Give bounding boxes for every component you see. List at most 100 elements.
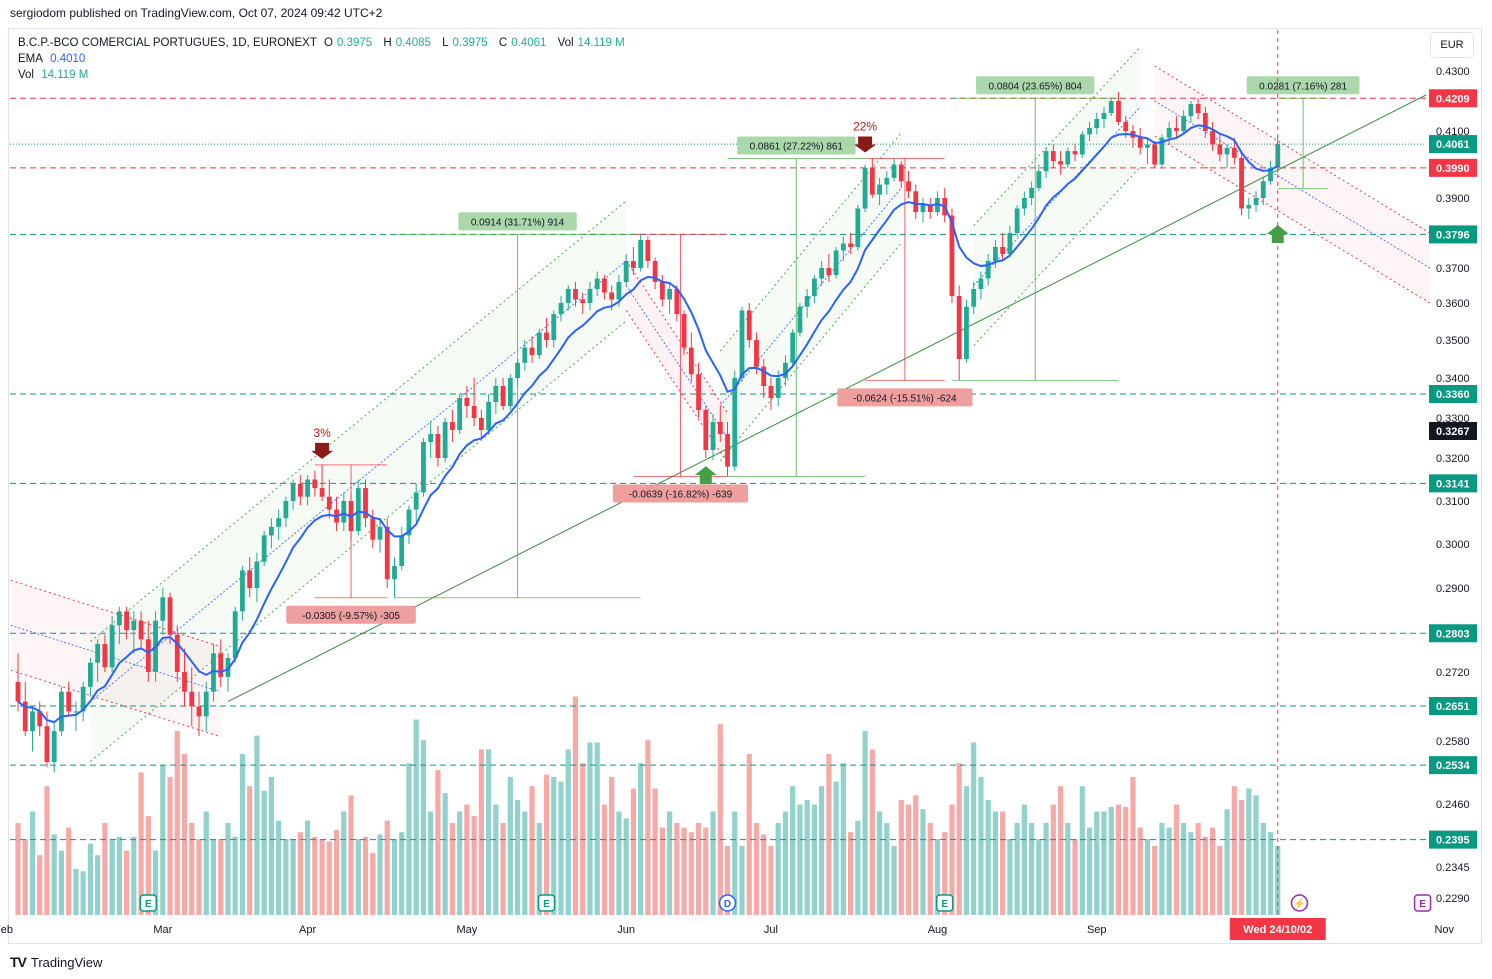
volume-bar <box>370 852 376 915</box>
candle-body <box>833 250 839 275</box>
volume-bar <box>1086 827 1093 915</box>
price-tick-label: 0.2460 <box>1436 799 1470 811</box>
price-level-label-text: 0.2395 <box>1436 835 1470 847</box>
time-axis: Feb Mar Apr May Jun Jul Aug Sep Nov <box>0 924 1455 936</box>
candle-body <box>804 296 810 307</box>
uptrend-channel-1-lower <box>90 320 627 762</box>
price-level-label: 0.2651 <box>1429 697 1477 716</box>
candle-body <box>442 422 448 458</box>
volume-bar <box>732 811 738 915</box>
price-level-label: 0.2803 <box>1429 624 1477 643</box>
volume-bar <box>782 811 789 915</box>
volume-bar <box>254 735 260 915</box>
candle-body <box>1065 151 1071 165</box>
volume-bar <box>949 804 955 915</box>
volume-bar <box>464 804 470 915</box>
candle-body <box>667 289 672 300</box>
volume-bar <box>775 823 781 915</box>
chart[interactable]: -0.0305 (-9.57%) -305 0.0914 (31.71%) 914… <box>0 0 1492 945</box>
candle-body <box>247 570 253 588</box>
candle-body <box>862 167 868 209</box>
volume-bar <box>710 811 716 915</box>
close-value: 0.4061 <box>511 37 547 49</box>
candle-body <box>1000 247 1006 254</box>
candle-body <box>544 332 549 340</box>
volume-bar <box>761 834 767 915</box>
candle-body <box>1188 104 1194 116</box>
uptrend-channel-3-lower <box>973 166 1141 346</box>
volume-bar <box>478 749 484 915</box>
candle-body <box>536 332 542 356</box>
event-badge: E <box>139 894 158 912</box>
volume-bar <box>1195 823 1201 915</box>
volume-bar <box>319 839 325 915</box>
volume-bar <box>51 834 57 915</box>
candle-body <box>855 208 861 247</box>
volume-bar <box>1050 804 1056 915</box>
vol-indicator-label[interactable]: Vol <box>18 69 34 81</box>
downtrend-channel-2-upper <box>625 260 728 414</box>
price-level-label-text: 0.2651 <box>1436 701 1470 713</box>
candle-body <box>377 526 383 540</box>
measure-label-bg <box>737 136 856 155</box>
measure-label: -0.0305 (-9.57%) -305 <box>302 611 400 622</box>
price-level-label-bg <box>1429 158 1477 177</box>
candle-body <box>30 711 35 732</box>
downtrend-channel-1-upper <box>10 579 221 648</box>
volume-bar <box>507 777 513 915</box>
volume-bar <box>102 823 108 915</box>
volume-bar <box>667 811 673 915</box>
measurement-tool: 0.0914 (31.71%) 914 <box>394 212 641 599</box>
volume-bar <box>44 786 50 915</box>
candle-body <box>891 164 897 178</box>
price-level-label: 0.3796 <box>1429 225 1477 244</box>
candle-body <box>102 644 108 668</box>
measure-label: 0.0281 (7.16%) 281 <box>1259 81 1347 92</box>
candle-body <box>500 386 506 406</box>
candle-body <box>196 706 202 717</box>
candle-body <box>1231 147 1237 158</box>
candle-body <box>51 731 57 762</box>
volume-bar <box>486 749 492 915</box>
volume-bar <box>1231 786 1237 915</box>
volume-bar <box>1217 846 1223 915</box>
sell-arrow-icon <box>854 136 877 153</box>
volume-label: Vol <box>557 37 574 49</box>
volume-bar <box>587 742 593 915</box>
legend-row-ema: EMA 0.4010 <box>18 51 633 67</box>
candle-body <box>631 261 636 268</box>
currency-selector[interactable]: EUR <box>1430 32 1474 58</box>
volume-bar <box>616 811 622 915</box>
candle-body <box>993 247 998 261</box>
downtrend-channel-3-lower <box>1154 135 1431 304</box>
chart-frame <box>8 28 1482 944</box>
price-level-label-bg <box>1429 830 1477 849</box>
volume-bar <box>572 696 579 915</box>
price-axis: 0.4300 0.4100 0.3900 0.3700 0.3600 0.3500 0.34… <box>1436 66 1470 905</box>
ema-label[interactable]: EMA <box>18 53 43 65</box>
volume-bar <box>565 749 571 915</box>
volume-bar <box>145 816 151 915</box>
volume-bar <box>1210 827 1216 915</box>
candle-body <box>1217 144 1223 155</box>
measurement-tool: -0.0624 (-15.51%) -624 <box>837 157 973 407</box>
volume-bar <box>73 869 79 915</box>
candle-body <box>573 289 578 300</box>
volume-bar <box>1202 836 1208 915</box>
candle-body <box>739 310 745 378</box>
candle-body <box>124 611 129 630</box>
uptrend-channel-2-lower <box>719 242 902 462</box>
price-tick-label: 0.3700 <box>1436 263 1470 275</box>
candle-body <box>218 653 224 677</box>
brand-name[interactable]: TradingView <box>30 954 103 970</box>
candle-body <box>116 611 122 626</box>
candle-body <box>1159 137 1165 165</box>
candle-body <box>826 268 832 275</box>
price-level-label: 0.2395 <box>1429 830 1477 849</box>
symbol-title[interactable]: B.C.P.-BCO COMERCIAL PORTUGUES, 1D, EURO… <box>18 37 317 49</box>
volume-value: 14.119 M <box>577 37 625 49</box>
legend-row-symbol: B.C.P.-BCO COMERCIAL PORTUGUES, 1D, EURO… <box>18 35 633 51</box>
price-level-label-bg <box>1429 474 1477 493</box>
price-tick-label: 0.4100 <box>1436 126 1470 138</box>
downtrend-channel-2 <box>625 260 728 464</box>
